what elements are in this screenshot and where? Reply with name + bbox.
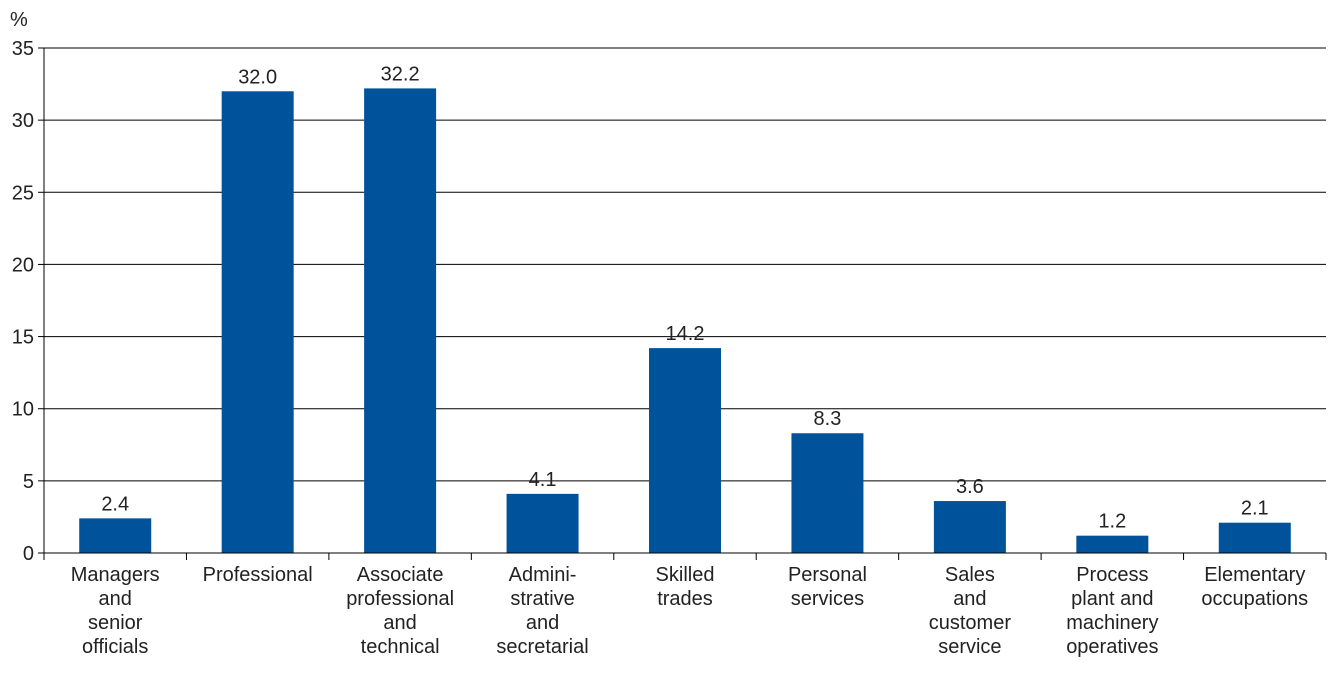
category-label-line: Sales — [945, 564, 995, 586]
y-axis-unit-label: % — [10, 9, 28, 31]
data-label: 2.4 — [101, 493, 129, 515]
data-label: 14.2 — [666, 323, 705, 345]
category-label-line: customer — [929, 612, 1012, 634]
data-label: 32.0 — [238, 66, 277, 88]
category-label: Process plant and machinery operatives — [1066, 564, 1158, 658]
bar — [933, 501, 1006, 553]
data-label: 8.3 — [814, 408, 842, 430]
category-label-line: professional — [346, 588, 454, 610]
data-label: 4.1 — [529, 469, 557, 491]
bar — [221, 91, 294, 554]
category-label-line: machinery — [1066, 612, 1158, 634]
category-label: Admini-strative and secretarial — [496, 564, 588, 658]
category-label-line: Professional — [203, 564, 313, 586]
category-label-line: secretarial — [496, 636, 588, 658]
category-label-line: technical — [361, 636, 440, 658]
category-label-line: and — [383, 612, 416, 634]
category-label-line: senior — [88, 612, 143, 634]
category-label-line: services — [791, 588, 864, 610]
category-label-line: and — [526, 612, 559, 634]
y-tick-label: 20 — [12, 254, 34, 276]
data-label: 3.6 — [956, 476, 984, 498]
y-tick-label: 35 — [12, 38, 34, 60]
data-label: 1.2 — [1098, 511, 1126, 533]
y-tick-label: 30 — [12, 110, 34, 132]
category-label: Sales and customer service — [929, 564, 1012, 658]
bar — [791, 433, 864, 553]
category-label-line: Personal — [788, 564, 867, 586]
category-label-line: officials — [82, 636, 148, 658]
bar — [506, 493, 579, 553]
category-label-line: Associate — [357, 564, 444, 586]
category-label-line: Process — [1076, 564, 1148, 586]
category-label-line: Managers — [71, 564, 160, 586]
category-label-line: strative — [510, 588, 574, 610]
data-label: 32.2 — [381, 63, 420, 85]
bar — [79, 518, 152, 553]
bar — [364, 88, 437, 554]
y-tick-label: 0 — [23, 543, 34, 565]
category-label: Managers and senior officials — [71, 564, 160, 658]
category-label-line: and — [99, 588, 132, 610]
y-tick-label: 10 — [12, 399, 34, 421]
category-label: Elementary occupations — [1201, 564, 1308, 610]
category-label-line: and — [953, 588, 986, 610]
category-label-line: Admini- — [509, 564, 577, 586]
y-tick-label: 15 — [12, 327, 34, 349]
category-label-line: Elementary — [1204, 564, 1305, 586]
bar — [1218, 522, 1291, 553]
y-tick-label: 25 — [12, 182, 34, 204]
category-label: Professional — [203, 564, 313, 586]
category-label-line: occupations — [1201, 588, 1308, 610]
category-label: Personal services — [788, 564, 867, 610]
data-labels: 2.4 32.0 32.2 4.1 14.2 8.3 3.6 1.2 2.1 — [101, 63, 1268, 532]
category-label-line: service — [938, 636, 1001, 658]
category-label-line: operatives — [1066, 636, 1158, 658]
y-axis-ticks: 0 5 10 15 20 25 30 35 — [12, 38, 44, 565]
category-label-line: Skilled — [656, 564, 715, 586]
category-label: Skilled trades — [656, 564, 715, 610]
bar — [1076, 535, 1149, 553]
category-label-line: trades — [657, 588, 713, 610]
data-label: 2.1 — [1241, 498, 1269, 520]
bar — [649, 348, 721, 553]
y-tick-label: 5 — [23, 471, 34, 493]
category-label: Associate professional and technical — [346, 564, 454, 658]
bars — [79, 88, 1291, 554]
category-label-line: plant and — [1071, 588, 1153, 610]
